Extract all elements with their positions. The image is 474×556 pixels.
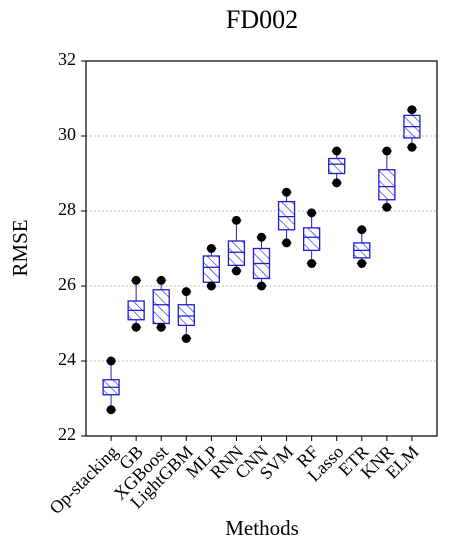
max-point xyxy=(332,146,342,156)
min-point xyxy=(106,405,116,415)
min-point xyxy=(131,322,141,332)
max-point xyxy=(106,356,116,366)
box xyxy=(302,227,321,252)
min-point xyxy=(206,281,216,291)
max-point xyxy=(156,275,166,285)
y-tick-label: 22 xyxy=(58,424,76,444)
box xyxy=(177,304,195,327)
max-point xyxy=(131,275,141,285)
min-point xyxy=(257,281,266,291)
chart-title: FD002 xyxy=(226,5,298,34)
max-point xyxy=(231,215,241,225)
max-point xyxy=(357,225,367,235)
y-tick-label: 30 xyxy=(58,124,76,144)
min-point xyxy=(307,259,317,268)
box xyxy=(152,289,170,325)
min-point xyxy=(407,142,417,152)
max-point xyxy=(282,187,292,197)
box xyxy=(202,255,221,283)
min-point xyxy=(332,178,342,188)
max-point xyxy=(407,105,417,115)
min-point xyxy=(156,322,166,332)
min-point xyxy=(231,266,241,276)
max-point xyxy=(181,287,191,297)
max-point xyxy=(307,208,317,218)
box xyxy=(227,240,246,267)
y-tick-label: 26 xyxy=(58,274,76,294)
x-axis-label: Methods xyxy=(225,516,299,540)
y-tick-label: 28 xyxy=(58,199,76,219)
min-point xyxy=(382,202,392,212)
min-point xyxy=(282,238,292,248)
y-tick-label: 32 xyxy=(58,49,76,69)
max-point xyxy=(382,146,392,156)
y-axis-label: RMSE xyxy=(8,219,32,276)
max-point xyxy=(206,244,216,253)
min-point xyxy=(181,334,191,343)
box xyxy=(277,200,296,231)
min-point xyxy=(357,259,367,268)
box xyxy=(328,157,346,175)
x-tick-label: Op-stacking xyxy=(45,442,121,518)
box xyxy=(378,169,396,201)
y-tick-label: 24 xyxy=(58,349,76,369)
max-point xyxy=(257,232,266,242)
